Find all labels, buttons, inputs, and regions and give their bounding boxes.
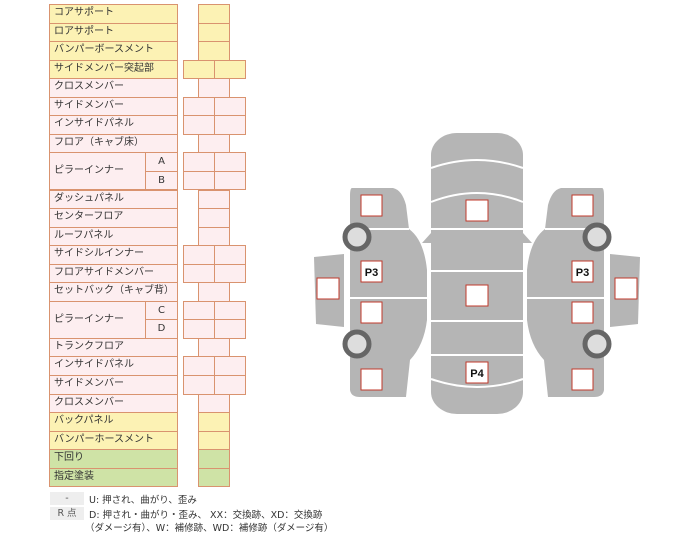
entry-cell-right[interactable] bbox=[214, 375, 246, 395]
mirror-left bbox=[422, 233, 431, 243]
row-label: ピラーインナー bbox=[49, 152, 146, 191]
entry-cell-right[interactable] bbox=[214, 170, 246, 191]
legend-text-u: U: 押され、曲がり、歪み bbox=[89, 495, 197, 506]
car-right-side-body bbox=[527, 188, 604, 397]
entry-cell[interactable] bbox=[198, 467, 230, 488]
mark-top-roof[interactable] bbox=[465, 284, 489, 307]
label-rear-p4: P4 bbox=[470, 368, 484, 380]
mark-right-front[interactable] bbox=[571, 194, 594, 217]
entry-cell-right[interactable] bbox=[214, 59, 246, 80]
wheel-icon bbox=[582, 222, 612, 252]
mark-right-door[interactable] bbox=[614, 277, 638, 300]
mirror-right bbox=[523, 233, 532, 243]
car-top-body bbox=[431, 133, 523, 414]
wheel-icon bbox=[582, 329, 612, 359]
label-left-p3: P3 bbox=[365, 267, 378, 279]
entry-cell-right[interactable] bbox=[214, 263, 246, 284]
entry-cell-right[interactable] bbox=[214, 115, 246, 135]
label-right-p3: P3 bbox=[576, 267, 589, 279]
legend-key-dash: - bbox=[50, 492, 84, 505]
mark-top-hood[interactable] bbox=[465, 199, 489, 222]
row-label: 指定塗装 bbox=[49, 467, 178, 488]
mark-left-front[interactable] bbox=[360, 194, 383, 217]
legend-text-d2: （ダメージ有）、W：補修跡、WD：補修跡（ダメージ有） bbox=[85, 523, 334, 534]
mark-right-rear[interactable] bbox=[571, 368, 594, 391]
mark-left-rear-door[interactable] bbox=[360, 301, 383, 324]
mark-left-p3[interactable] bbox=[360, 260, 383, 283]
row-label: ピラーインナー bbox=[49, 300, 146, 339]
legend-text-d: D: 押され・曲がり・歪み、 XX：交換跡、XD：交換跡 bbox=[89, 510, 323, 521]
mark-left-rear[interactable] bbox=[360, 368, 383, 391]
car-left-side-body bbox=[350, 188, 427, 397]
wheel-icon bbox=[342, 222, 372, 252]
mark-top-p4[interactable] bbox=[465, 361, 489, 384]
entry-cell-right[interactable] bbox=[214, 319, 246, 339]
legend-key-r: R 点 bbox=[50, 507, 84, 520]
wheel-icon bbox=[342, 329, 372, 359]
mark-right-p3[interactable] bbox=[571, 260, 594, 283]
mark-right-rear-door[interactable] bbox=[571, 301, 594, 324]
mark-left-door[interactable] bbox=[316, 277, 340, 300]
